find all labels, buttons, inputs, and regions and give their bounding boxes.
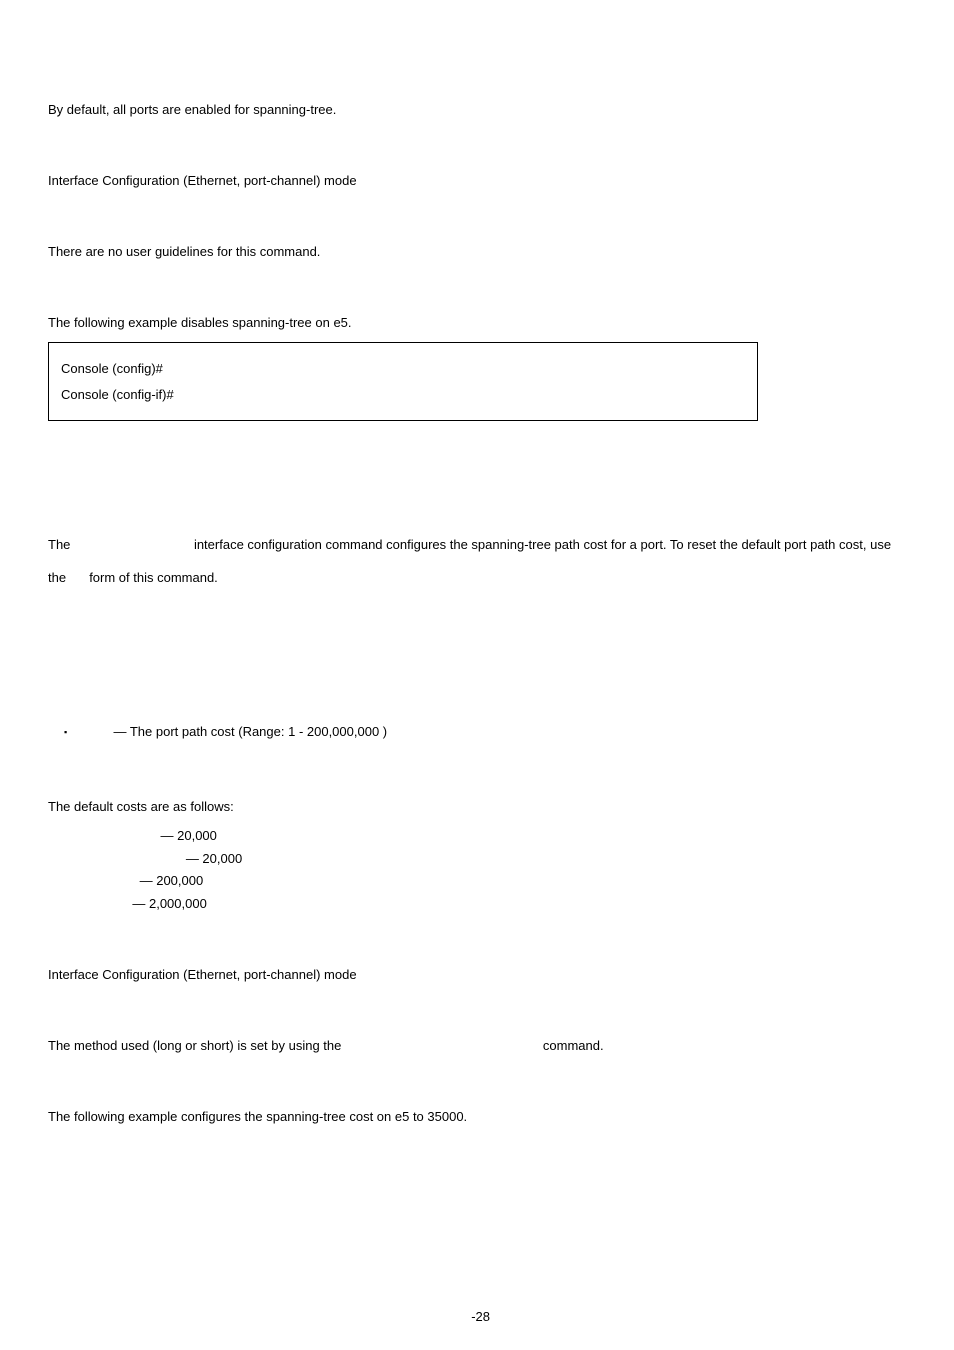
syntax-line-2: no spanning-tree cost [48,674,906,694]
syntax-line-1: spanning-tree cost cost [48,651,906,671]
heading-user-guidelines-1: User Guidelines [48,214,906,234]
cost-r4-label: 10 mbps [76,896,129,911]
bullet-row: ▪ cost — The port path cost (Range: 1 - … [64,722,906,742]
heading-user-guidelines-1-text: User Guidelines [48,216,147,231]
command-mode-text-2: Interface Configuration (Ethernet, port-… [48,965,906,985]
intro-t3: form of this command. [89,570,218,585]
code-line-2-cmd: spanning-tree disable [174,387,312,402]
user-guidelines-text-1: There are no user guidelines for this co… [48,242,906,262]
cost-row-1: Port Channel — 20,000 [76,826,906,846]
heading-default-config-2-text: Default Configuration [48,771,181,786]
bullet-lead: cost [84,724,111,739]
code-line-2-prefix: Console (config-if)# [61,387,174,402]
heading-command-mode-1: Command Mode [48,143,906,163]
code-box: Console (config)# interface ethernet e5 … [48,342,758,421]
heading-examples-1-text: Examples [48,287,109,302]
bullet-text: cost — The port path cost (Range: 1 - 20… [84,722,387,742]
code-line-2: Console (config-if)# spanning-tree disab… [61,385,745,405]
cost-r1-val: — 20,000 [157,828,217,843]
heading-default-config-2: Default Configuration [48,769,906,789]
syntax-l1b: cost [168,653,195,668]
method-t2: command. [543,1038,604,1053]
syntax-l1a: spanning-tree cost [48,653,168,668]
intro-t1: The [48,537,74,552]
heading-examples-1: Examples [48,285,906,305]
intro-cmd2: no [70,570,90,585]
example-intro-1: The following example disables spanning-… [48,313,906,333]
code-line-1: Console (config)# interface ethernet e5 [61,359,745,379]
bullet-rest: — The port path cost (Range: 1 - 200,000… [113,724,387,739]
method-paragraph: The method used (long or short) is set b… [48,1036,906,1056]
cost-r3-label: 100 mbps [76,873,136,888]
default-config-text: By default, all ports are enabled for sp… [48,100,906,120]
page-footer: 5-28 [0,1307,954,1327]
heading-default-config: Default Configuration [48,72,906,92]
heading-default-config-text: Default Configuration [48,74,181,89]
footer-page-number: -28 [471,1309,490,1324]
heading-spanning-tree-cost: 5.23.5 spanning-tree cost [48,481,906,510]
cost-list: Port Channel — 20,000 1000 mbps (giga) —… [76,826,906,913]
heading-syntax: Syntax [48,623,906,643]
heading-examples-2: Examples [48,1079,906,1099]
cost-r2-val: — 20,000 [182,851,242,866]
cost-r3-val: — 200,000 [136,873,203,888]
method-cmd: spanning-tree pathcost method [345,1038,543,1053]
heading-user-guidelines-2: User Guidelines [48,1008,906,1028]
example-intro-2: The following example configures the spa… [48,1107,906,1127]
heading-user-guidelines-2-text: User Guidelines [48,1010,147,1025]
cost-r2-label: 1000 mbps (giga) [76,851,182,866]
cost-r1-label: Port Channel [76,828,157,843]
cost-row-2: 1000 mbps (giga) — 20,000 [76,849,906,869]
bullet-icon: ▪ [64,722,84,740]
heading-examples-2-text: Examples [48,1081,109,1096]
cost-row-4: 10 mbps — 2,000,000 [76,894,906,914]
command-mode-text-1: Interface Configuration (Ethernet, port-… [48,171,906,191]
cost-r4-val: — 2,000,000 [129,896,207,911]
method-t1: The method used (long or short) is set b… [48,1038,345,1053]
cost-row-3: 100 mbps — 200,000 [76,871,906,891]
defaults-intro: The default costs are as follows: [48,797,906,817]
code-line-1-prefix: Console (config)# [61,361,163,376]
code-line-1-cmd: interface ethernet e5 [163,361,294,376]
heading-command-mode-2-text: Command Mode [48,939,149,954]
intro-cmd1: spanning-tree cost [74,537,194,552]
heading-command-mode-1-text: Command Mode [48,145,149,160]
heading-command-mode-2: Command Mode [48,937,906,957]
intro-paragraph: The spanning-tree cost interface configu… [48,528,906,596]
heading-syntax-text: Syntax [48,625,91,640]
